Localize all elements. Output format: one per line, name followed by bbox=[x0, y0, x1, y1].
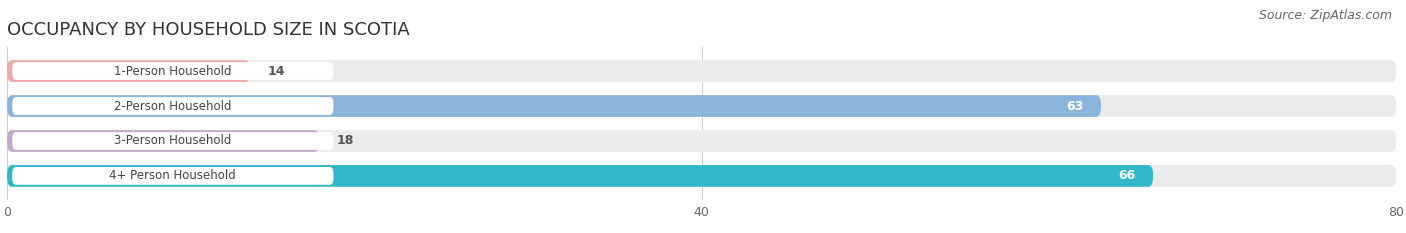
FancyBboxPatch shape bbox=[7, 95, 1396, 117]
FancyBboxPatch shape bbox=[7, 60, 1396, 82]
FancyBboxPatch shape bbox=[13, 97, 333, 115]
Text: 14: 14 bbox=[267, 65, 285, 78]
FancyBboxPatch shape bbox=[7, 60, 250, 82]
Text: 1-Person Household: 1-Person Household bbox=[114, 65, 232, 78]
Text: 63: 63 bbox=[1066, 99, 1084, 113]
Text: OCCUPANCY BY HOUSEHOLD SIZE IN SCOTIA: OCCUPANCY BY HOUSEHOLD SIZE IN SCOTIA bbox=[7, 21, 409, 39]
FancyBboxPatch shape bbox=[7, 165, 1153, 187]
FancyBboxPatch shape bbox=[13, 167, 333, 185]
Text: 18: 18 bbox=[337, 134, 354, 147]
FancyBboxPatch shape bbox=[7, 165, 1396, 187]
FancyBboxPatch shape bbox=[7, 130, 319, 152]
FancyBboxPatch shape bbox=[7, 95, 1101, 117]
FancyBboxPatch shape bbox=[13, 62, 333, 80]
FancyBboxPatch shape bbox=[13, 132, 333, 150]
FancyBboxPatch shape bbox=[7, 130, 1396, 152]
Text: Source: ZipAtlas.com: Source: ZipAtlas.com bbox=[1258, 9, 1392, 22]
Text: 2-Person Household: 2-Person Household bbox=[114, 99, 232, 113]
Text: 4+ Person Household: 4+ Person Household bbox=[110, 169, 236, 182]
Text: 3-Person Household: 3-Person Household bbox=[114, 134, 232, 147]
Text: 66: 66 bbox=[1118, 169, 1136, 182]
